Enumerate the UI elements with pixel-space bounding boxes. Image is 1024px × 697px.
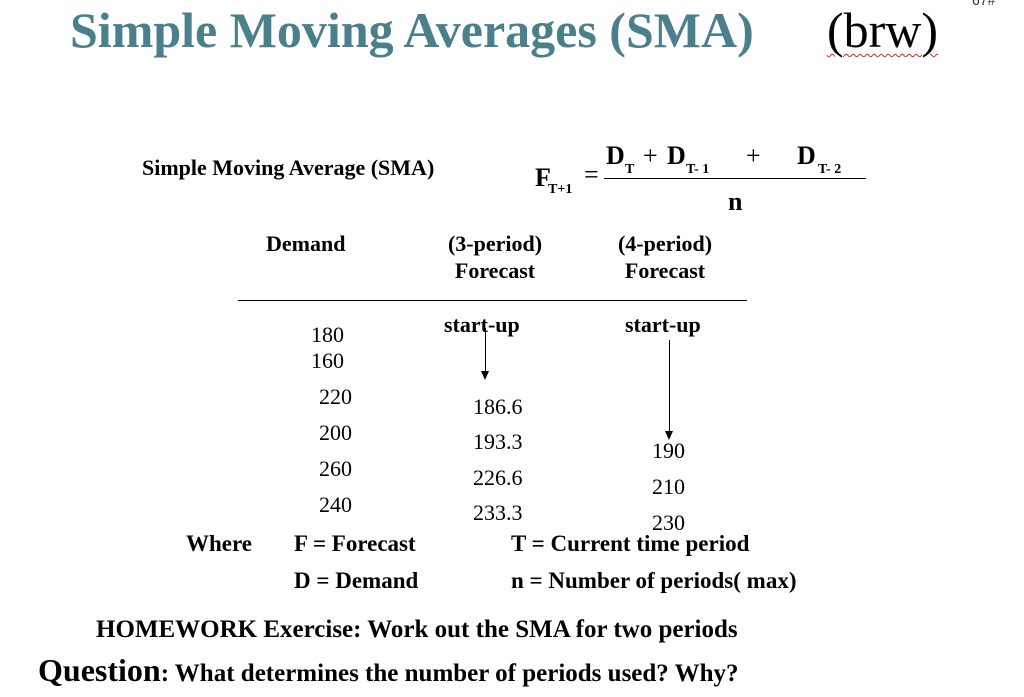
demand-value: 260 [319,456,352,481]
legend-forecast: F = Forecast [294,531,416,556]
header-divider [238,300,747,301]
formula-term1: D [606,141,625,170]
legend-num-periods: n = Number of periods( max) [511,568,797,593]
question-word: Question [38,652,161,688]
forecast-3-value: 233.3 [473,500,523,525]
formula-term2-subscript: T- 1 [686,162,710,177]
forecast-4-value: 230 [652,510,685,535]
fraction-bar [604,178,866,179]
down-arrow-icon [481,328,489,380]
slide-title: Simple Moving Averages (SMA) [70,2,754,58]
header-4-period-line2: Forecast [624,258,706,283]
header-4-period: (4-period) Forecast [600,230,730,284]
forecast-3-value: 186.6 [473,394,523,419]
formula-lhs-subscript: T+1 [548,182,573,197]
demand-value: 180 [311,322,344,347]
formula-plus1: + [643,141,658,170]
formula-term2: D [667,141,686,170]
demand-value: 220 [319,384,352,409]
forecast-3-value: 226.6 [473,465,523,490]
formula-denominator: n [728,187,743,216]
question-text: : What determines the number of periods … [160,660,739,687]
forecast-3-value: 193.3 [473,429,523,454]
legend-where: Where [186,531,253,556]
formula-term3: D [797,141,816,170]
header-3-period-line2: Forecast [454,258,536,283]
formula-term3-subscript: T- 2 [818,162,842,177]
header-3-period: (3-period) Forecast [430,230,560,284]
startup-4-period: start-up [625,312,701,337]
demand-value: 200 [319,420,352,445]
slide-number: 67# [972,0,996,8]
title-suffix-text: (brw) [827,2,939,58]
down-arrow-icon [665,340,673,440]
legend-current-period: T = Current time period [511,531,750,556]
header-4-period-line1: (4-period) [617,231,713,256]
header-3-period-line1: (3-period) [447,231,543,256]
homework-exercise: HOMEWORK Exercise: Work out the SMA for … [96,616,738,643]
formula-plus2: + [746,141,761,170]
formula-equals: = [584,160,599,189]
question: Question: What determines the number of … [38,652,739,689]
demand-value: 240 [319,492,352,517]
header-demand: Demand [266,231,346,256]
formula-label: Simple Moving Average (SMA) [142,155,435,180]
forecast-4-value: 190 [652,438,685,463]
title-suffix: (brw) [827,0,938,60]
demand-value: 160 [311,348,344,373]
formula-term1-subscript: T [625,162,635,177]
forecast-4-value: 210 [652,474,685,499]
formula-lhs: F [535,163,551,192]
legend-demand: D = Demand [294,568,419,593]
startup-3-period: start-up [444,312,520,337]
